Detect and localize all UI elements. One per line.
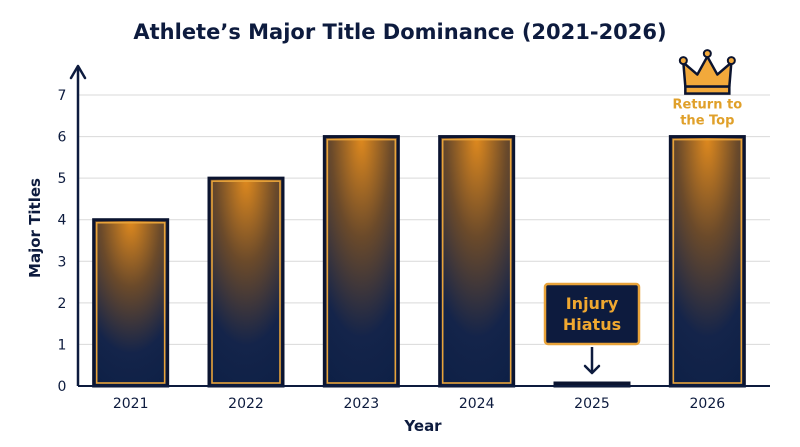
- annotation-text-line: Return to: [673, 98, 743, 113]
- callout-injury-hiatus: Injury Hiatus: [543, 282, 641, 375]
- bar-inner-border: [95, 221, 166, 384]
- bar: [207, 176, 285, 388]
- tick-labels: 0 1 2 3 4 5 6 7 2021 2022 2023 2024 2025 2026: [58, 88, 726, 412]
- bar-inner-border: [672, 138, 743, 384]
- y-tick-label: 0: [58, 379, 67, 395]
- y-tick-label: 2: [58, 296, 67, 312]
- y-axis-label: Major Titles: [26, 178, 44, 278]
- annotation-text-line: the Top: [680, 114, 734, 129]
- bar-inner-border: [326, 138, 397, 384]
- crown-band: [684, 85, 731, 95]
- crown-jewel: [702, 49, 712, 59]
- y-tick-label: 5: [58, 171, 67, 187]
- callout-text-line: Hiatus: [563, 315, 621, 334]
- bar-inner-border: [441, 138, 512, 384]
- axes: [69, 64, 770, 387]
- chart-title: Athlete’s Major Title Dominance (2021-20…: [133, 20, 666, 44]
- down-arrow-icon: [583, 364, 601, 375]
- bar: [92, 218, 170, 388]
- x-axis-label: Year: [403, 417, 442, 435]
- x-tick-label: 2021: [113, 396, 149, 412]
- callout-text-line: Injury: [566, 294, 619, 313]
- x-tick-label: 2024: [459, 396, 495, 412]
- x-tick-label: 2025: [574, 396, 610, 412]
- gridlines: [78, 94, 770, 345]
- y-tick-label: 4: [58, 213, 67, 229]
- y-tick-label: 7: [58, 88, 67, 104]
- bar-inner-border: [211, 180, 281, 384]
- y-tick-label: 3: [58, 254, 67, 270]
- crown-jewel: [678, 56, 688, 66]
- bar: [438, 135, 516, 388]
- callout-box: [543, 282, 641, 346]
- y-axis-arrow: [69, 64, 87, 80]
- x-tick-label: 2023: [344, 396, 380, 412]
- bar: [322, 135, 400, 388]
- y-tick-label: 6: [58, 130, 67, 146]
- crown-body: [682, 55, 733, 88]
- x-tick-label: 2026: [690, 396, 726, 412]
- crown-jewel: [726, 56, 736, 66]
- crown-icon: [678, 49, 736, 95]
- y-tick-label: 1: [58, 337, 67, 353]
- x-tick-label: 2022: [228, 396, 264, 412]
- bar: [668, 135, 746, 388]
